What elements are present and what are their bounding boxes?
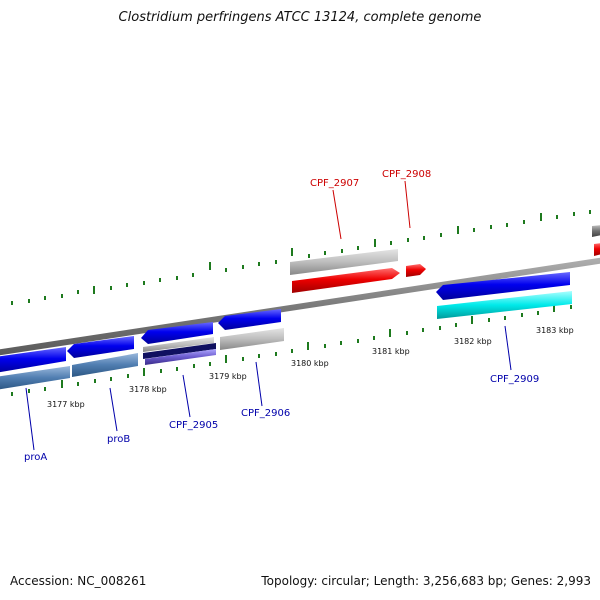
gene-feature-cpf-2907-gray[interactable] <box>290 249 398 275</box>
outer-tick-marks <box>11 210 591 305</box>
gene-feature-cpf-2905-gray[interactable] <box>143 337 214 352</box>
gene-label-prob[interactable]: proB <box>107 434 130 445</box>
scale-labels: 3177 kbp 3178 kbp 3179 kbp 3180 kbp 3181… <box>47 326 574 409</box>
gene-label-cpf-2906[interactable]: CPF_2906 <box>241 408 290 419</box>
gene-feature-edge-red[interactable] <box>594 243 600 256</box>
scale-label: 3181 kbp <box>372 347 410 356</box>
gene-feature-proa[interactable] <box>0 347 66 373</box>
map-title: Clostridium perfringens ATCC 13124, comp… <box>118 10 482 25</box>
gene-feature-cpf-2905-purple[interactable] <box>145 349 216 365</box>
gene-feature-prob[interactable] <box>67 336 134 358</box>
gene-feature-proa-steel[interactable] <box>0 366 70 390</box>
inner-tick-marks <box>11 304 572 396</box>
gene-feature-cpf-2905[interactable] <box>141 322 213 344</box>
scale-label: 3180 kbp <box>291 359 329 368</box>
genome-summary-text: Topology: circular; Length: 3,256,683 bp… <box>261 574 591 588</box>
scale-label: 3178 kbp <box>129 385 167 394</box>
gene-feature-cpf-2906[interactable] <box>218 309 281 330</box>
gene-feature-cpf-2909-cyan[interactable] <box>437 291 572 319</box>
scale-label: 3177 kbp <box>47 400 85 409</box>
gene-label-cpf-2905[interactable]: CPF_2905 <box>169 420 218 431</box>
gene-feature-cpf-2905-dark[interactable] <box>143 343 216 359</box>
scale-label: 3179 kbp <box>209 372 247 381</box>
gene-feature-cpf-2909[interactable] <box>436 272 570 300</box>
label-leader-lines <box>25 180 512 451</box>
gene-label-cpf-2907[interactable]: CPF_2907 <box>310 178 359 189</box>
scale-label: 3182 kbp <box>454 337 492 346</box>
gene-label-cpf-2909[interactable]: CPF_2909 <box>490 374 539 385</box>
gene-feature-cpf-2907[interactable] <box>292 268 400 293</box>
gene-feature-cpf-2908[interactable] <box>406 264 426 277</box>
gene-label-cpf-2908[interactable]: CPF_2908 <box>382 169 431 180</box>
gene-feature-prob-steel[interactable] <box>72 353 138 377</box>
gene-feature-cpf-2906-gray[interactable] <box>220 328 284 350</box>
gene-label-proa[interactable]: proA <box>24 452 47 463</box>
scale-label: 3183 kbp <box>536 326 574 335</box>
gene-feature-edge-gray[interactable] <box>592 225 600 237</box>
accession-text: Accession: NC_008261 <box>10 574 147 588</box>
